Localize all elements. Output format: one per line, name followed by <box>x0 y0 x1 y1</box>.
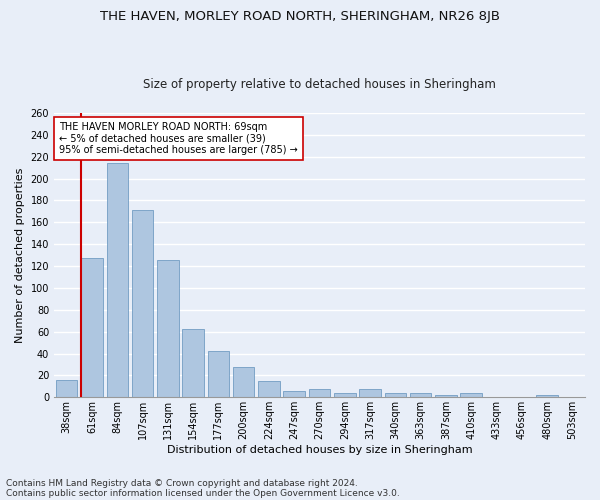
Bar <box>81 258 103 398</box>
Bar <box>536 395 558 398</box>
Bar <box>132 210 153 398</box>
Text: Contains HM Land Registry data © Crown copyright and database right 2024.: Contains HM Land Registry data © Crown c… <box>6 478 358 488</box>
Bar <box>258 381 280 398</box>
Bar <box>435 395 457 398</box>
Bar <box>157 260 179 398</box>
Bar <box>208 352 229 398</box>
Y-axis label: Number of detached properties: Number of detached properties <box>15 168 25 343</box>
Bar <box>460 393 482 398</box>
Text: Contains public sector information licensed under the Open Government Licence v3: Contains public sector information licen… <box>6 488 400 498</box>
Bar <box>233 366 254 398</box>
Bar <box>385 393 406 398</box>
Text: THE HAVEN, MORLEY ROAD NORTH, SHERINGHAM, NR26 8JB: THE HAVEN, MORLEY ROAD NORTH, SHERINGHAM… <box>100 10 500 23</box>
Bar <box>410 393 431 398</box>
Bar <box>334 393 356 398</box>
Bar <box>107 164 128 398</box>
Bar <box>359 388 381 398</box>
Bar <box>283 390 305 398</box>
Bar <box>182 330 204 398</box>
Text: THE HAVEN MORLEY ROAD NORTH: 69sqm
← 5% of detached houses are smaller (39)
95% : THE HAVEN MORLEY ROAD NORTH: 69sqm ← 5% … <box>59 122 298 154</box>
Title: Size of property relative to detached houses in Sheringham: Size of property relative to detached ho… <box>143 78 496 91</box>
Bar <box>56 380 77 398</box>
X-axis label: Distribution of detached houses by size in Sheringham: Distribution of detached houses by size … <box>167 445 472 455</box>
Bar <box>309 388 330 398</box>
